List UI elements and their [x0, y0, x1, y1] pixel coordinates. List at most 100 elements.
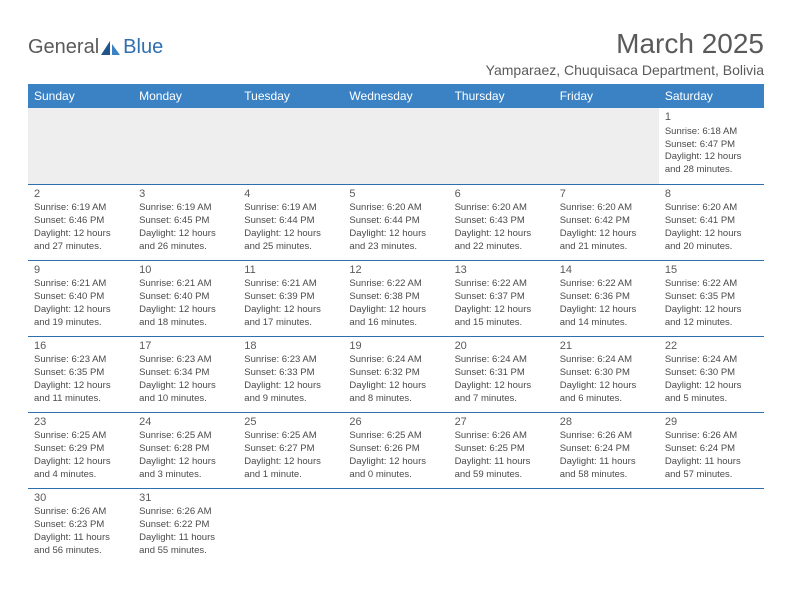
day-number: 7 — [560, 187, 653, 202]
col-thu: Thursday — [449, 84, 554, 108]
daylight-text: Daylight: 12 hours — [244, 228, 337, 241]
calendar-cell: 9Sunrise: 6:21 AMSunset: 6:40 PMDaylight… — [28, 260, 133, 336]
sunset-text: Sunset: 6:26 PM — [349, 443, 442, 456]
day-number: 15 — [665, 263, 758, 278]
daylight-text: and 14 minutes. — [560, 317, 653, 330]
logo: General Blue — [28, 36, 163, 59]
day-number: 18 — [244, 339, 337, 354]
day-number: 30 — [34, 491, 127, 506]
calendar-cell: 26Sunrise: 6:25 AMSunset: 6:26 PMDayligh… — [343, 412, 448, 488]
calendar-cell: 10Sunrise: 6:21 AMSunset: 6:40 PMDayligh… — [133, 260, 238, 336]
calendar-cell: 19Sunrise: 6:24 AMSunset: 6:32 PMDayligh… — [343, 336, 448, 412]
daylight-text: and 1 minute. — [244, 469, 337, 482]
day-number: 22 — [665, 339, 758, 354]
day-number: 4 — [244, 187, 337, 202]
day-number: 23 — [34, 415, 127, 430]
calendar-cell: 30Sunrise: 6:26 AMSunset: 6:23 PMDayligh… — [28, 488, 133, 564]
sunrise-text: Sunrise: 6:24 AM — [349, 354, 442, 367]
sunrise-text: Sunrise: 6:24 AM — [560, 354, 653, 367]
calendar-cell: 12Sunrise: 6:22 AMSunset: 6:38 PMDayligh… — [343, 260, 448, 336]
day-number: 2 — [34, 187, 127, 202]
daylight-text: and 28 minutes. — [665, 164, 758, 177]
sunset-text: Sunset: 6:32 PM — [349, 367, 442, 380]
sunset-text: Sunset: 6:34 PM — [139, 367, 232, 380]
calendar-cell — [133, 108, 238, 184]
day-number: 31 — [139, 491, 232, 506]
daylight-text: Daylight: 12 hours — [560, 228, 653, 241]
daylight-text: Daylight: 12 hours — [349, 304, 442, 317]
page-title: March 2025 — [486, 28, 764, 60]
daylight-text: and 9 minutes. — [244, 393, 337, 406]
sunrise-text: Sunrise: 6:22 AM — [349, 278, 442, 291]
sunset-text: Sunset: 6:39 PM — [244, 291, 337, 304]
sunrise-text: Sunrise: 6:26 AM — [560, 430, 653, 443]
sunset-text: Sunset: 6:35 PM — [34, 367, 127, 380]
daylight-text: and 21 minutes. — [560, 241, 653, 254]
sunrise-text: Sunrise: 6:24 AM — [665, 354, 758, 367]
daylight-text: and 5 minutes. — [665, 393, 758, 406]
sunrise-text: Sunrise: 6:24 AM — [455, 354, 548, 367]
daylight-text: Daylight: 12 hours — [665, 304, 758, 317]
day-number: 9 — [34, 263, 127, 278]
day-number: 25 — [244, 415, 337, 430]
calendar-table: Sunday Monday Tuesday Wednesday Thursday… — [28, 84, 764, 564]
daylight-text: Daylight: 12 hours — [455, 304, 548, 317]
calendar-cell: 15Sunrise: 6:22 AMSunset: 6:35 PMDayligh… — [659, 260, 764, 336]
calendar-cell: 5Sunrise: 6:20 AMSunset: 6:44 PMDaylight… — [343, 184, 448, 260]
daylight-text: Daylight: 11 hours — [455, 456, 548, 469]
sunrise-text: Sunrise: 6:26 AM — [665, 430, 758, 443]
header: General Blue March 2025 Yamparaez, Chuqu… — [28, 28, 764, 78]
daylight-text: Daylight: 12 hours — [244, 304, 337, 317]
sunrise-text: Sunrise: 6:19 AM — [244, 202, 337, 215]
calendar-cell — [343, 108, 448, 184]
daylight-text: and 57 minutes. — [665, 469, 758, 482]
calendar-cell: 6Sunrise: 6:20 AMSunset: 6:43 PMDaylight… — [449, 184, 554, 260]
daylight-text: Daylight: 11 hours — [665, 456, 758, 469]
sunrise-text: Sunrise: 6:26 AM — [455, 430, 548, 443]
day-number: 26 — [349, 415, 442, 430]
sunrise-text: Sunrise: 6:22 AM — [560, 278, 653, 291]
daylight-text: and 10 minutes. — [139, 393, 232, 406]
calendar-cell — [554, 108, 659, 184]
calendar-cell: 3Sunrise: 6:19 AMSunset: 6:45 PMDaylight… — [133, 184, 238, 260]
daylight-text: Daylight: 12 hours — [560, 304, 653, 317]
calendar-row: 30Sunrise: 6:26 AMSunset: 6:23 PMDayligh… — [28, 488, 764, 564]
sunrise-text: Sunrise: 6:19 AM — [34, 202, 127, 215]
sunrise-text: Sunrise: 6:23 AM — [139, 354, 232, 367]
calendar-cell — [449, 108, 554, 184]
sunrise-text: Sunrise: 6:21 AM — [34, 278, 127, 291]
daylight-text: Daylight: 12 hours — [349, 456, 442, 469]
sunset-text: Sunset: 6:37 PM — [455, 291, 548, 304]
header-row: Sunday Monday Tuesday Wednesday Thursday… — [28, 84, 764, 108]
sunset-text: Sunset: 6:28 PM — [139, 443, 232, 456]
sunrise-text: Sunrise: 6:18 AM — [665, 126, 758, 139]
daylight-text: Daylight: 12 hours — [34, 228, 127, 241]
day-number: 27 — [455, 415, 548, 430]
sunrise-text: Sunrise: 6:22 AM — [665, 278, 758, 291]
col-sat: Saturday — [659, 84, 764, 108]
sunrise-text: Sunrise: 6:25 AM — [349, 430, 442, 443]
sunrise-text: Sunrise: 6:25 AM — [244, 430, 337, 443]
calendar-cell — [343, 488, 448, 564]
day-number: 17 — [139, 339, 232, 354]
location-text: Yamparaez, Chuquisaca Department, Bolivi… — [486, 62, 764, 78]
day-number: 11 — [244, 263, 337, 278]
day-number: 13 — [455, 263, 548, 278]
daylight-text: Daylight: 12 hours — [455, 228, 548, 241]
daylight-text: and 4 minutes. — [34, 469, 127, 482]
daylight-text: Daylight: 12 hours — [34, 380, 127, 393]
daylight-text: and 26 minutes. — [139, 241, 232, 254]
daylight-text: and 58 minutes. — [560, 469, 653, 482]
col-sun: Sunday — [28, 84, 133, 108]
daylight-text: and 0 minutes. — [349, 469, 442, 482]
sunrise-text: Sunrise: 6:26 AM — [34, 506, 127, 519]
daylight-text: and 17 minutes. — [244, 317, 337, 330]
calendar-cell: 23Sunrise: 6:25 AMSunset: 6:29 PMDayligh… — [28, 412, 133, 488]
daylight-text: and 25 minutes. — [244, 241, 337, 254]
calendar-cell: 7Sunrise: 6:20 AMSunset: 6:42 PMDaylight… — [554, 184, 659, 260]
day-number: 3 — [139, 187, 232, 202]
daylight-text: and 19 minutes. — [34, 317, 127, 330]
sunrise-text: Sunrise: 6:22 AM — [455, 278, 548, 291]
calendar-cell: 28Sunrise: 6:26 AMSunset: 6:24 PMDayligh… — [554, 412, 659, 488]
sunset-text: Sunset: 6:40 PM — [34, 291, 127, 304]
